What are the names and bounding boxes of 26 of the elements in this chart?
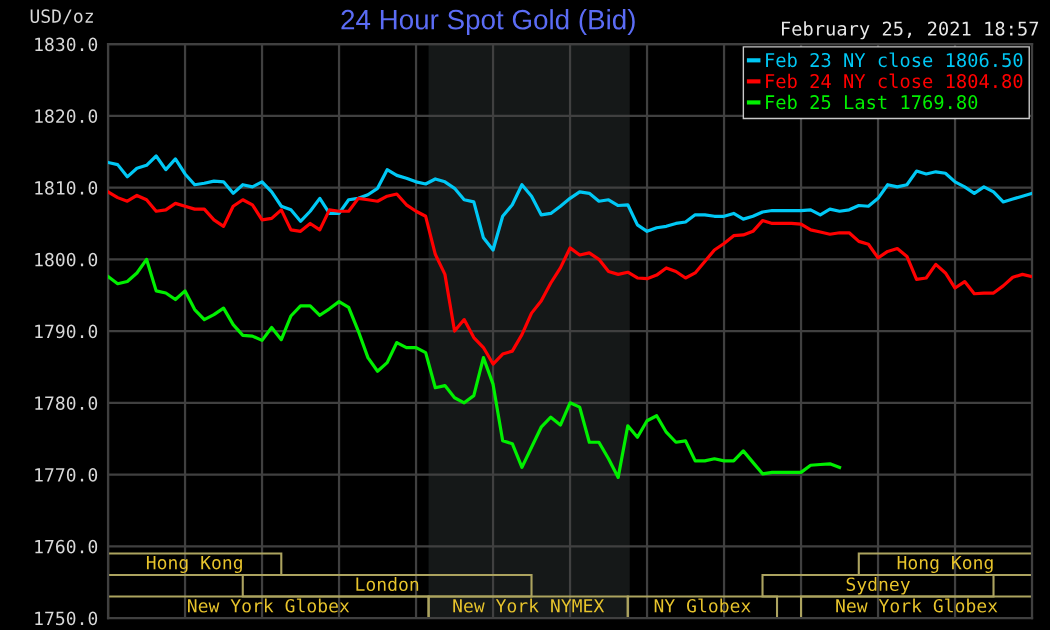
y-tick-label: 1800.0 xyxy=(35,252,98,267)
y-tick-label: 1830.0 xyxy=(35,37,98,52)
annotation: Sydney xyxy=(846,577,910,595)
y-tick-label: 1780.0 xyxy=(35,396,98,410)
y-axis-title: USD/oz xyxy=(30,9,93,25)
chart-title: 24 Hour Spot Gold (Bid) xyxy=(341,9,635,35)
annotation: Hong Kong xyxy=(897,555,993,574)
y-tick-label: 1760.0 xyxy=(35,539,98,554)
y-tick-label: 1790.0 xyxy=(35,324,98,339)
legend-label: Feb 25 Last 1769.80 xyxy=(766,94,978,110)
line-series xyxy=(108,190,1033,366)
annotation: New York Globex xyxy=(188,598,350,613)
y-tick-label: 1750.0 xyxy=(35,611,98,626)
y-tick-label: 1820.0 xyxy=(35,109,98,124)
legend-label: Feb 24 NY close 1804.80 xyxy=(766,73,1023,89)
annotation: New York Globex xyxy=(836,598,998,613)
chart-subtitle: February 25, 2021 18:57 xyxy=(782,21,1039,40)
annotation: Hong Kong xyxy=(146,555,242,574)
line-series xyxy=(108,154,1033,252)
line-series xyxy=(108,257,842,480)
annotation: NY Globex xyxy=(654,598,751,613)
annotation: London xyxy=(356,577,419,592)
y-tick-label: 1810.0 xyxy=(35,181,98,195)
legend-label: Feb 23 NY close 1806.50 xyxy=(766,52,1023,68)
y-tick-label: 1770.0 xyxy=(35,468,98,482)
annotation: New York NYMEX xyxy=(453,598,605,613)
